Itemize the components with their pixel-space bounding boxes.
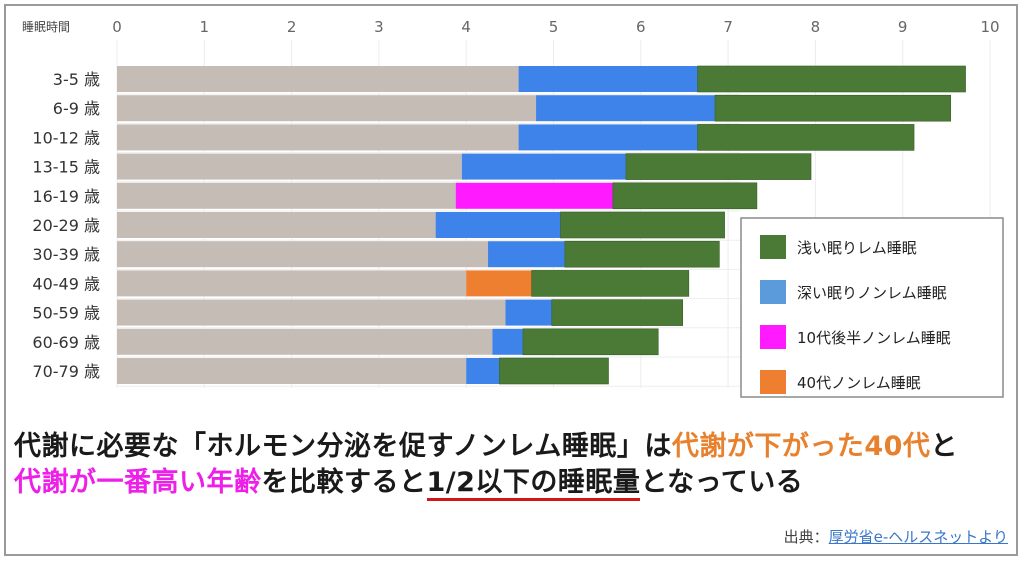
- bar-deep-sleep: [466, 358, 500, 384]
- bar-deep-sleep: [435, 212, 561, 238]
- bar-light-sleep: [522, 328, 659, 356]
- headline-text: 代謝に必要な「ホルモン分泌を促すノンレム睡眠」は: [14, 431, 672, 462]
- category-label: 50-59 歳: [32, 304, 100, 323]
- headline-text: を比較すると: [261, 467, 427, 498]
- legend-label: 10代後半ノンレム睡眠: [797, 329, 951, 347]
- headline-line-2: 代謝が一番高い年齢を比較すると1/2以下の睡眠量となっている: [14, 460, 804, 501]
- bar-deep-sleep: [466, 270, 532, 297]
- x-tick-label: 10: [980, 18, 999, 36]
- headline-text: と: [930, 431, 958, 462]
- bar-deep-sleep: [505, 299, 552, 326]
- x-tick-label: 6: [636, 18, 646, 36]
- headline-highlight-40s: 代謝が下がった40代: [671, 431, 931, 462]
- headline-highlight-half: 1/2以下の睡眠量: [426, 467, 641, 501]
- axis-title: 睡眠時間: [22, 20, 70, 34]
- legend-label: 浅い眠りレム睡眠: [797, 239, 917, 257]
- bar-other-sleep: [117, 124, 519, 151]
- bar-light-sleep: [612, 182, 758, 210]
- category-label: 10-12 歳: [32, 128, 100, 147]
- stacked-bar-chart: 0 1 2 3 4 5 6 7 8 9 10 睡眠時間 3-5 歳 6-9 歳 10-12 歳 13-15 歳…: [22, 18, 1004, 398]
- bar-light-sleep: [714, 94, 952, 122]
- bar-deep-sleep: [518, 66, 698, 92]
- legend-swatch: [760, 325, 786, 349]
- bar-other-sleep: [117, 66, 519, 92]
- bar-other-sleep: [117, 182, 456, 209]
- bar-other-sleep: [117, 328, 493, 355]
- category-label: 6-9 歳: [53, 99, 100, 118]
- category-label: 40-49 歳: [32, 274, 100, 293]
- category-label: 20-29 歳: [32, 216, 100, 235]
- source-prefix: 出典：: [783, 528, 829, 546]
- x-tick-label: 9: [898, 18, 908, 36]
- bar-light-sleep: [531, 270, 690, 297]
- legend-swatch: [760, 370, 786, 394]
- x-tick-label: 7: [723, 18, 733, 36]
- source-link[interactable]: 厚労省e-ヘルスネットより: [828, 528, 1008, 546]
- bar-light-sleep: [560, 211, 725, 239]
- x-tick-label: 0: [112, 18, 122, 36]
- bar-light-sleep: [697, 124, 915, 151]
- x-tick-label: 5: [549, 18, 559, 36]
- x-tick-label: 3: [374, 18, 384, 36]
- x-tick-label: 1: [200, 18, 210, 36]
- bar-other-sleep: [117, 153, 462, 180]
- bar-deep-sleep: [536, 95, 716, 122]
- headline-line-1: 代謝に必要な「ホルモン分泌を促すノンレム睡眠」は代謝が下がった40代と: [14, 424, 958, 463]
- source-credit: 出典：厚労省e-ヘルスネットより: [784, 526, 1008, 547]
- bar-light-sleep: [625, 153, 812, 180]
- category-label: 13-15 歳: [32, 158, 100, 177]
- bar-deep-sleep: [518, 124, 698, 151]
- bar-other-sleep: [117, 299, 506, 326]
- headline-highlight-peak-age: 代謝が一番高い年齢: [14, 467, 262, 498]
- x-tick-label: 8: [811, 18, 821, 36]
- bar-other-sleep: [117, 212, 436, 238]
- bar-light-sleep: [564, 240, 720, 268]
- category-label: 60-69 歳: [32, 333, 100, 352]
- headline-text: となっている: [640, 467, 804, 498]
- bar-deep-sleep: [461, 153, 626, 180]
- bar-other-sleep: [117, 241, 489, 268]
- legend-swatch: [760, 280, 786, 304]
- bar-other-sleep: [117, 358, 467, 384]
- legend-label: 40代ノンレム睡眠: [797, 374, 921, 392]
- category-label: 16-19 歳: [32, 187, 100, 206]
- bar-other-sleep: [117, 270, 467, 297]
- bar-deep-sleep: [455, 182, 613, 209]
- legend-label: 深い眠りノンレム睡眠: [797, 284, 947, 302]
- legend-swatch: [760, 235, 786, 259]
- category-label: 30-39 歳: [32, 245, 100, 264]
- x-tick-label: 4: [461, 18, 471, 36]
- category-label: 3-5 歳: [53, 70, 100, 89]
- bar-light-sleep: [499, 357, 609, 385]
- bar-other-sleep: [117, 95, 537, 122]
- bar-deep-sleep: [488, 241, 565, 268]
- bar-light-sleep: [697, 65, 966, 93]
- bar-light-sleep: [551, 299, 684, 326]
- category-label: 70-79 歳: [32, 362, 100, 381]
- x-tick-label: 2: [287, 18, 297, 36]
- bar-deep-sleep: [492, 328, 523, 355]
